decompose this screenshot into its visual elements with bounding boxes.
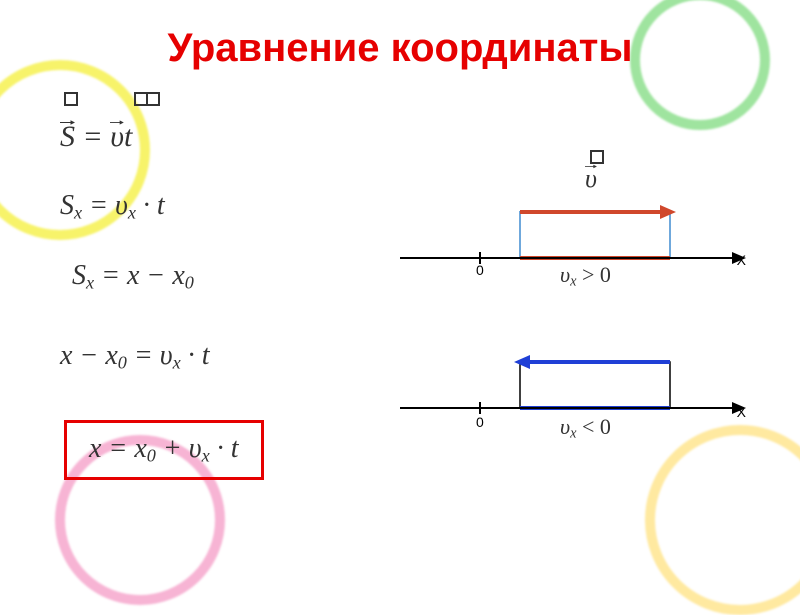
equation-vector-displacement: S = υ t	[60, 120, 132, 154]
diagram-negative-velocity: 0 X υx < 0	[390, 344, 750, 494]
equation-sx-diff: Sx = x − x0	[72, 260, 194, 294]
sub-0: 0	[185, 273, 194, 293]
origin-label: 0	[476, 414, 484, 430]
eq-sign: =	[108, 433, 134, 464]
sub-x: x	[86, 273, 94, 293]
symbol-t: t	[124, 120, 132, 153]
eq-sign: =	[101, 260, 127, 291]
symbol-x0: x	[172, 260, 184, 291]
symbol-t: t	[202, 340, 210, 371]
symbol-v: υ	[115, 190, 128, 221]
condition-positive: υx > 0	[560, 262, 611, 291]
symbol-x0: x	[105, 340, 117, 371]
sub-x: x	[74, 203, 82, 223]
placeholder-box	[146, 92, 160, 106]
symbol-v: υ	[110, 120, 124, 153]
symbol-v: υ	[189, 433, 202, 464]
placeholder-box	[64, 92, 78, 106]
eq-sign: =	[89, 190, 115, 221]
sub-x: x	[202, 446, 210, 466]
diagram-positive-velocity: υ 0 X υx > 0	[390, 170, 750, 320]
symbol-t: t	[157, 190, 165, 221]
origin-label: 0	[476, 262, 484, 278]
diagrams-panel: υ 0 X υx > 0	[390, 170, 750, 494]
condition-negative: υx < 0	[560, 414, 611, 443]
sub-0: 0	[118, 353, 127, 373]
dot: ·	[143, 190, 157, 221]
symbol-S: S	[60, 190, 74, 221]
symbol-t: t	[231, 433, 239, 464]
equation-sx: Sx = υx · t	[60, 190, 165, 224]
symbol-x: x	[127, 260, 139, 291]
plus: +	[163, 433, 189, 464]
symbol-v: υ	[160, 340, 173, 371]
x-axis-label: X	[737, 252, 746, 268]
equation-result-boxed: x = x0 + υx · t	[64, 420, 264, 480]
page-title: Уравнение координаты	[0, 26, 800, 71]
sub-0: 0	[147, 446, 156, 466]
sub-x: x	[173, 353, 181, 373]
placeholder-box	[590, 150, 604, 164]
minus: −	[79, 340, 105, 371]
sub-x: x	[128, 203, 136, 223]
eq-sign: =	[134, 340, 160, 371]
symbol-x0: x	[134, 433, 146, 464]
minus: −	[146, 260, 172, 291]
symbol-S: S	[60, 120, 75, 153]
dot: ·	[188, 340, 202, 371]
symbol-x: x	[89, 433, 101, 464]
eq-sign: =	[83, 120, 111, 153]
dot: ·	[217, 433, 231, 464]
x-axis-label: X	[737, 404, 746, 420]
symbol-x: x	[60, 340, 72, 371]
equation-diff-eq: x − x0 = υx · t	[60, 340, 210, 374]
symbol-S: S	[72, 260, 86, 291]
